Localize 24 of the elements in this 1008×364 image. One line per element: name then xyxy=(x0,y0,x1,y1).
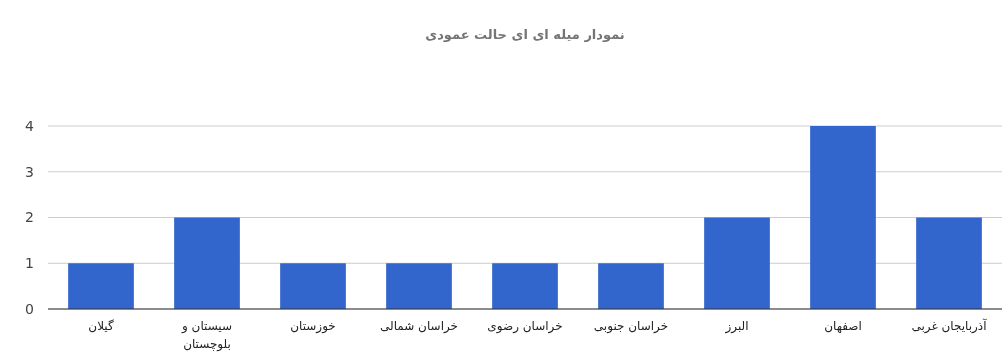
chart-title: نمودار میله ای ای حالت عمودی xyxy=(425,27,625,42)
y-tick-label: 0 xyxy=(25,300,34,317)
y-tick-label: 2 xyxy=(25,209,34,226)
bar xyxy=(280,263,346,309)
x-tick-label: خراسان شمالی xyxy=(379,319,459,334)
y-tick-label: 1 xyxy=(25,255,34,272)
bar xyxy=(810,126,876,309)
x-tick-label: خراسان رضوی xyxy=(487,319,563,334)
x-tick-label: خراسان جنوبی xyxy=(593,319,669,334)
y-tick-label: 4 xyxy=(25,117,35,134)
x-tick-label: سیستان و بلوچستان xyxy=(180,319,233,352)
bar xyxy=(598,263,664,309)
x-tick-label: اصفهان xyxy=(824,319,862,333)
y-tick-label: 3 xyxy=(25,163,34,180)
x-tick-label: خوزستان xyxy=(290,319,336,334)
bar xyxy=(386,263,452,309)
bar xyxy=(174,217,240,309)
x-tick-label: آذربایجان غربی xyxy=(911,318,988,334)
bar xyxy=(916,217,982,309)
bar xyxy=(704,217,770,309)
bar xyxy=(68,263,134,309)
x-tick-label: گیلان xyxy=(88,319,114,333)
bar xyxy=(492,263,558,309)
x-tick-label: البرز xyxy=(724,319,749,334)
